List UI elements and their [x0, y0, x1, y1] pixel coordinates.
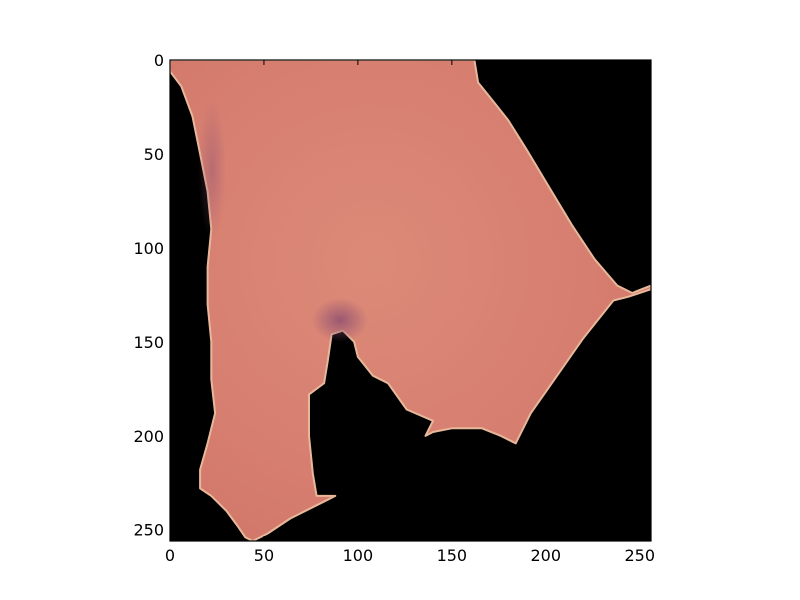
y-tick-label: 50	[144, 145, 164, 164]
x-tick-label: 250	[624, 546, 655, 565]
y-tick-label: 0	[154, 51, 164, 70]
crotch-shadow	[312, 298, 368, 342]
x-tick-label: 0	[165, 546, 175, 565]
y-axis-ticks: 0 50 100 150 200 250	[133, 51, 651, 540]
x-axis-ticks: 0 50 100 150 200 250	[165, 60, 655, 565]
x-tick-label: 200	[531, 546, 562, 565]
x-tick-label: 150	[437, 546, 468, 565]
axes-frame	[169, 59, 652, 542]
left-edge-shadow	[198, 100, 226, 240]
image-area	[170, 60, 651, 541]
y-tick-label: 150	[133, 333, 164, 352]
y-tick-label: 200	[133, 427, 164, 446]
y-tick-label: 250	[133, 521, 164, 540]
y-tick-label: 100	[133, 239, 164, 258]
x-tick-label: 50	[254, 546, 274, 565]
x-tick-label: 100	[343, 546, 374, 565]
